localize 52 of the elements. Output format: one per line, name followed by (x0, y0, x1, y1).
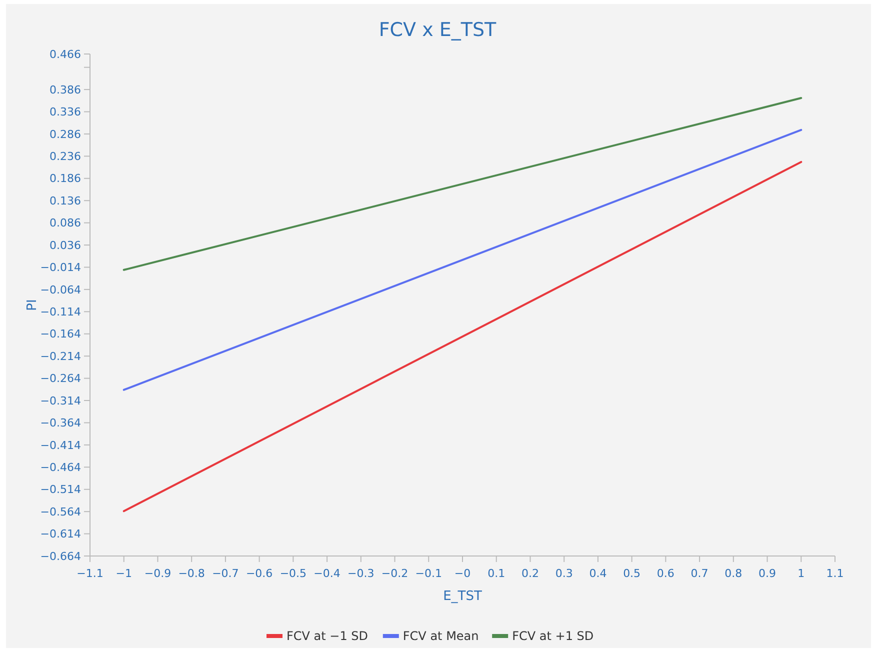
y-tick-label: 0.466 (50, 48, 81, 61)
x-tick-label: 0.7 (690, 567, 708, 580)
y-tick-label: −0.314 (40, 394, 81, 408)
x-tick-label: −0.3 (348, 567, 374, 580)
y-tick-label: 0.286 (50, 128, 81, 141)
y-tick-label: −0.464 (40, 461, 81, 474)
x-tick-label: −0.6 (246, 567, 273, 580)
x-tick-label: 1.1 (826, 567, 844, 580)
y-axis-title: PI (25, 299, 40, 311)
x-tick-label: 0.6 (656, 567, 674, 580)
y-tick-label: −0.364 (40, 416, 81, 430)
y-tick-label: −0.014 (40, 261, 81, 274)
legend-label: FCV at Mean (402, 629, 479, 643)
x-axis-title: E_TST (443, 589, 482, 604)
x-tick-label: −1 (116, 567, 132, 580)
x-tick-label: −0.8 (178, 567, 205, 580)
y-tick-label: −0.664 (40, 550, 81, 563)
y-tick-label: 0.136 (50, 194, 81, 208)
chart-title: FCV x E_TST (378, 19, 497, 41)
y-tick-label: 0.336 (50, 106, 81, 119)
x-tick-label: −0.2 (381, 567, 408, 580)
x-tick-label: 0.4 (589, 567, 607, 580)
legend-label: FCV at +1 SD (512, 629, 594, 643)
y-tick-label: 0.086 (50, 216, 81, 230)
x-tick-label: 0.2 (521, 567, 539, 580)
y-tick-label: −0.214 (40, 350, 81, 363)
x-tick-label: −0.4 (314, 567, 340, 580)
y-tick-label: −0.264 (40, 372, 81, 386)
y-tick-label: −0.164 (40, 328, 81, 341)
x-tick-label: −0.5 (280, 567, 307, 580)
x-tick-label: −0 (454, 567, 471, 580)
y-tick-label: 0.386 (50, 83, 81, 96)
x-tick-label: −1.1 (76, 567, 104, 580)
x-tick-label: 1 (798, 567, 805, 580)
y-tick-label: −0.064 (40, 283, 81, 296)
x-tick-label: −0.7 (212, 567, 239, 580)
x-tick-label: 0.5 (623, 567, 641, 580)
x-tick-label: 0.3 (555, 567, 573, 580)
x-tick-label: 0.1 (488, 567, 506, 580)
x-tick-label: −0.1 (415, 567, 442, 580)
y-tick-label: 0.036 (50, 238, 81, 252)
y-tick-label: −0.564 (40, 505, 81, 518)
y-tick-label: −0.514 (40, 483, 81, 496)
legend-label: FCV at −1 SD (286, 629, 368, 643)
y-tick-label: −0.114 (40, 306, 81, 319)
y-tick-label: −0.414 (40, 438, 81, 452)
y-tick-label: 0.236 (50, 150, 81, 164)
y-tick-label: 0.186 (50, 172, 81, 186)
x-tick-label: −0.9 (144, 567, 172, 580)
x-tick-label: 0.9 (758, 567, 776, 580)
x-tick-label: 0.8 (724, 567, 742, 580)
y-tick-label: −0.614 (40, 528, 81, 541)
